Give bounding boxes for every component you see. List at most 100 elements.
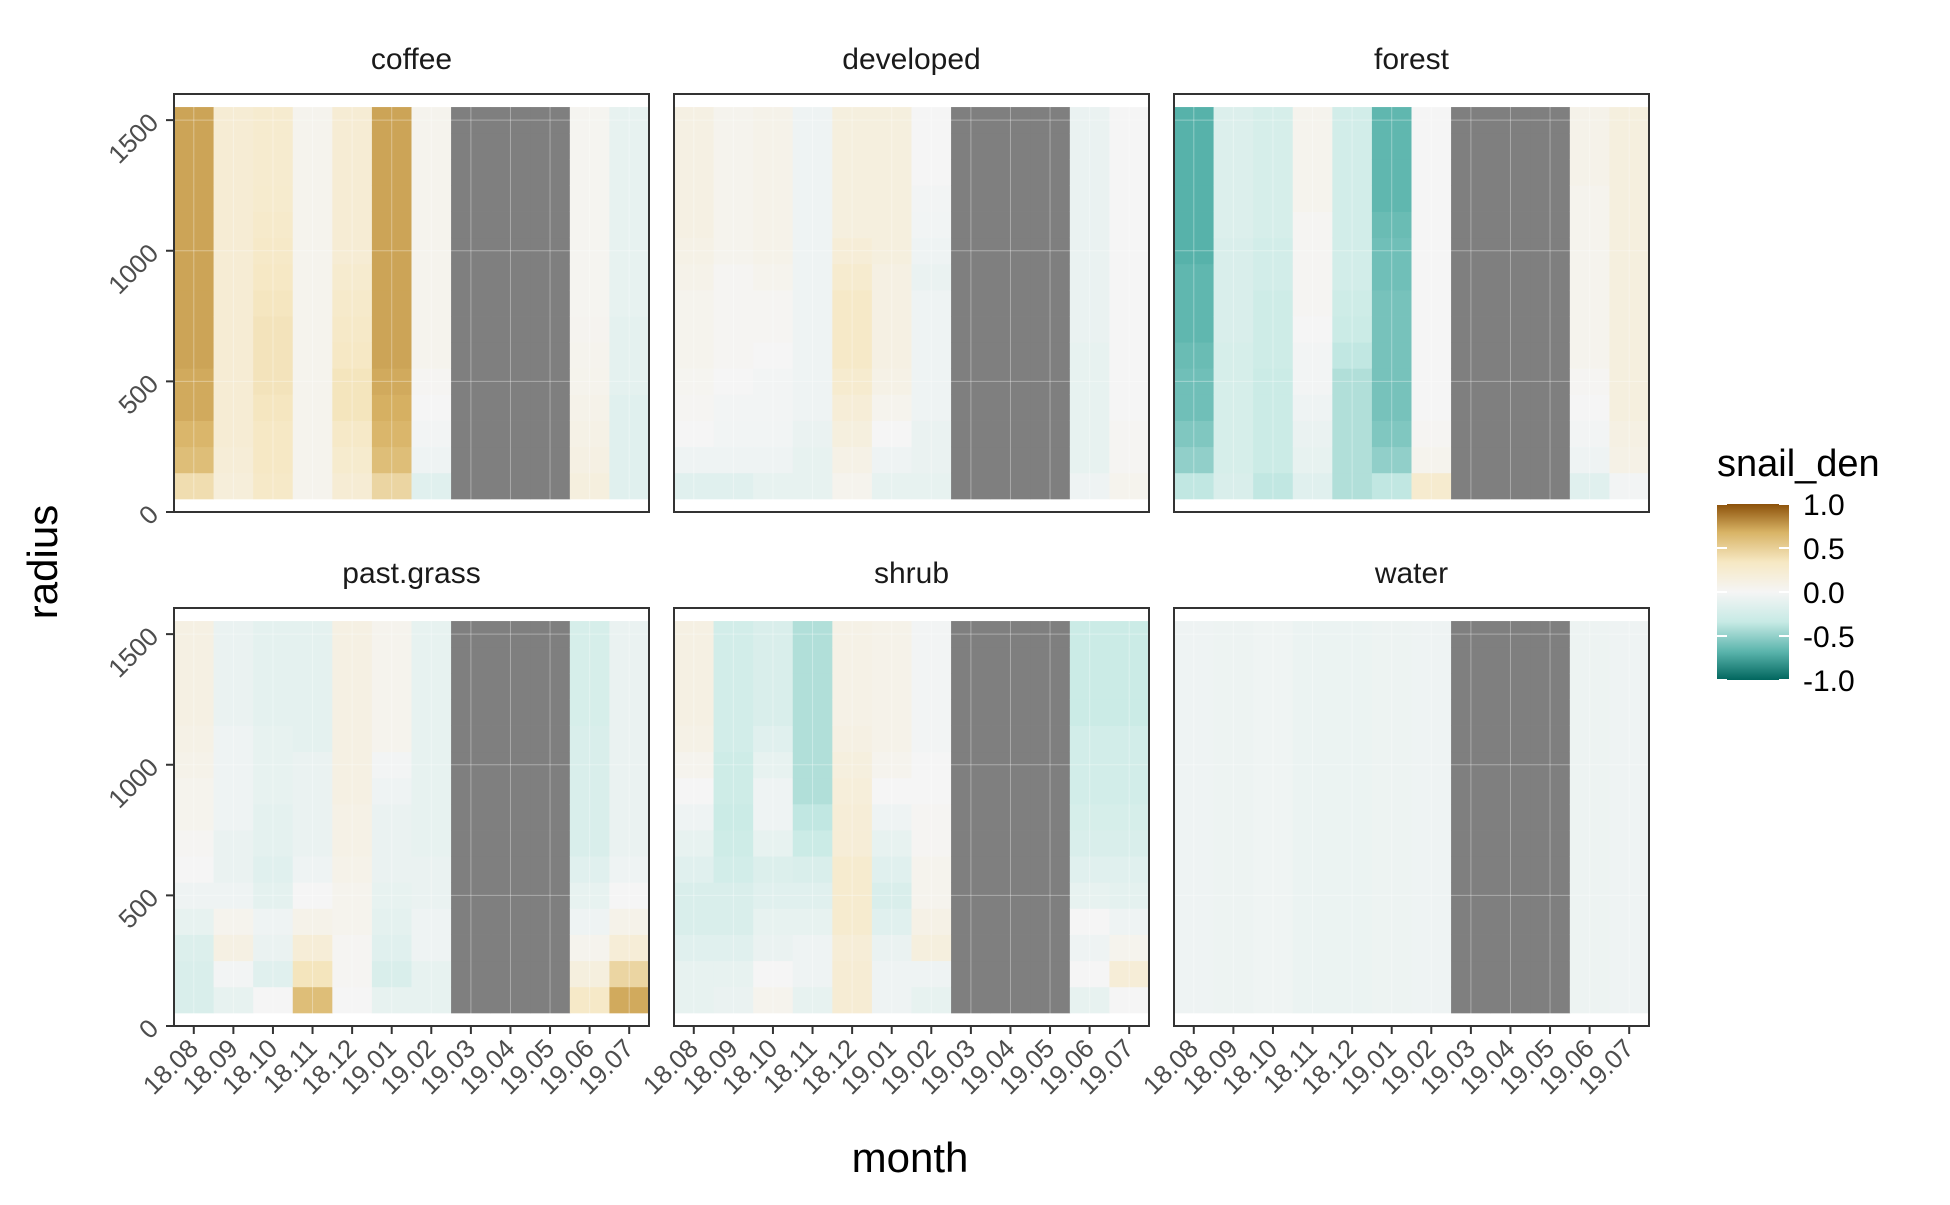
heatmap-cell	[609, 420, 650, 448]
heatmap-cell	[832, 986, 873, 1014]
heatmap-cell	[213, 446, 254, 474]
heatmap-cell	[371, 289, 412, 317]
heatmap-cell	[569, 394, 610, 421]
heatmap-cell	[411, 420, 452, 448]
heatmap-cell	[292, 133, 333, 160]
heatmap-cell	[1490, 830, 1531, 857]
heatmap-cell	[1069, 420, 1110, 448]
heatmap-cell	[332, 621, 373, 648]
heatmap-cell	[1030, 621, 1071, 648]
heatmap-cell	[1411, 777, 1452, 805]
heatmap-cell	[871, 803, 912, 831]
heatmap-cell	[713, 472, 754, 500]
heatmap-cell	[871, 133, 912, 160]
heatmap-cell	[174, 289, 214, 317]
y-tick-label: 1000	[102, 752, 164, 814]
heatmap-cell	[213, 986, 254, 1014]
heatmap-cell	[1332, 856, 1373, 883]
heatmap-cell	[1213, 621, 1254, 648]
heatmap-cell	[569, 777, 610, 805]
heatmap-cell	[569, 673, 610, 700]
y-tick-label: 1500	[102, 107, 164, 169]
heatmap-cell	[1292, 342, 1333, 369]
heatmap-cell	[1174, 830, 1214, 857]
facet-strip-label: forest	[1374, 43, 1450, 76]
heatmap-cell	[1411, 830, 1452, 857]
legend-tick-label: 0.5	[1803, 533, 1845, 566]
heatmap-cell	[292, 316, 333, 343]
heatmap-cell	[530, 107, 571, 134]
heatmap-cell	[753, 960, 794, 988]
heatmap-cell	[253, 751, 294, 779]
heatmap-cell	[530, 777, 571, 805]
heatmap-cell	[990, 159, 1031, 186]
heatmap-cell	[569, 185, 610, 212]
heatmap-cell	[911, 472, 952, 500]
heatmap-cell	[1069, 368, 1110, 395]
heatmap-cell	[569, 159, 610, 186]
heatmap-cell	[832, 133, 873, 160]
heatmap-cell	[1332, 289, 1373, 317]
heatmap-cell	[253, 856, 294, 883]
facet-panel-shrub: shrub18.0818.0918.1018.1118.1219.0119.02…	[637, 557, 1150, 1100]
heatmap-cell	[792, 777, 833, 805]
panel-border	[173, 93, 650, 513]
heatmap-cell	[713, 960, 754, 988]
legend-ticks: 1.0 0.5 0.0 -0.5 -1.0	[1717, 489, 1855, 698]
heatmap-cell	[1030, 185, 1071, 212]
heatmap-cell	[1451, 316, 1492, 343]
heatmap-cell	[1530, 316, 1571, 343]
heatmap-cell	[530, 420, 571, 448]
heatmap-cell	[911, 647, 952, 674]
heatmap-cell	[871, 934, 912, 962]
heatmap-cell	[1030, 420, 1071, 448]
heatmap-cell	[1174, 159, 1214, 186]
heatmap-cell	[569, 725, 610, 753]
heatmap-cell	[1451, 237, 1492, 265]
heatmap-cell	[674, 882, 714, 909]
heatmap-cell	[1411, 263, 1452, 291]
heatmap-cell	[253, 394, 294, 421]
heatmap-cell	[1371, 751, 1412, 779]
heatmap-cell	[490, 446, 531, 474]
heatmap-cell	[411, 699, 452, 726]
y-tick-label: 500	[112, 882, 164, 934]
heatmap-cell	[490, 289, 531, 317]
heatmap-cell	[174, 446, 214, 474]
heatmap-cell	[1069, 446, 1110, 474]
heatmap-cell	[174, 368, 214, 395]
heatmap-cell	[569, 856, 610, 883]
facet-panel-developed: developed	[673, 43, 1150, 513]
heatmap-cell	[951, 159, 992, 186]
heatmap-cell	[1109, 420, 1150, 448]
facet-strip-label: past.grass	[342, 557, 480, 590]
heatmap-cell	[1609, 751, 1650, 779]
heatmap-cell	[1411, 882, 1452, 909]
heatmap-cell	[1530, 699, 1571, 726]
heatmap-cell	[332, 908, 373, 935]
heatmap-cell	[1292, 107, 1333, 134]
heatmap-cell	[174, 185, 214, 212]
heatmap-cell	[1332, 647, 1373, 674]
heatmap-cell	[753, 107, 794, 134]
heatmap-cell	[911, 830, 952, 857]
heatmap-cell	[569, 263, 610, 291]
heatmap-cell	[1609, 986, 1650, 1014]
heatmap-cell	[832, 647, 873, 674]
heatmap-cell	[411, 237, 452, 265]
heatmap-cell	[990, 368, 1031, 395]
heatmap-cell	[1253, 777, 1294, 805]
heatmap-cell	[674, 133, 714, 160]
heatmap-cell	[1569, 263, 1610, 291]
heatmap-cell	[1569, 673, 1610, 700]
heatmap-cell	[1530, 185, 1571, 212]
heatmap-cell	[753, 725, 794, 753]
heatmap-cell	[1292, 211, 1333, 239]
heatmap-cell	[1109, 185, 1150, 212]
heatmap-cell	[1451, 446, 1492, 474]
heatmap-cell	[1030, 368, 1071, 395]
heatmap-cell	[1371, 856, 1412, 883]
heatmap-cell	[1030, 159, 1071, 186]
heatmap-cell	[1253, 699, 1294, 726]
heatmap-cell	[1451, 472, 1492, 500]
